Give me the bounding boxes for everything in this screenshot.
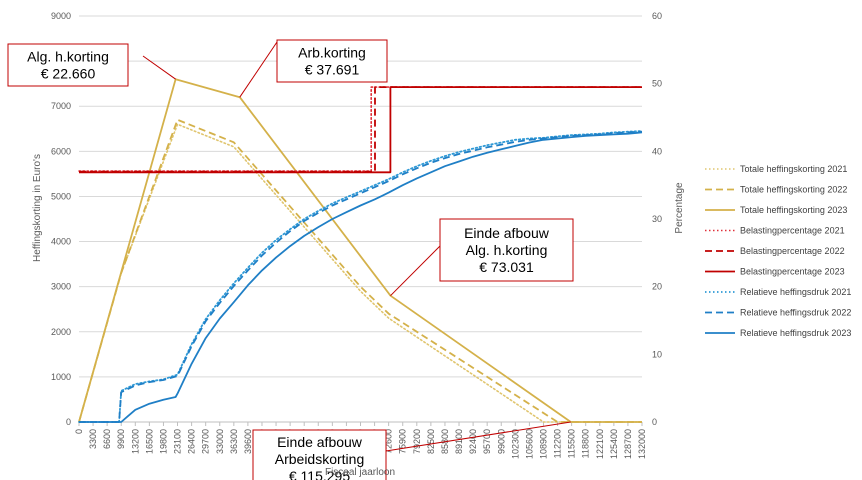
x-tick-label: 132000 [637, 429, 647, 459]
series-lines [78, 78, 643, 423]
callout-box [7, 43, 129, 87]
legend-label: Totale heffingskorting 2022 [740, 185, 847, 195]
x-tick-label: 75900 [398, 429, 408, 454]
callout-alg-h-korting: Alg. h.korting€ 22.660 [7, 43, 176, 87]
x-tick-label: 128700 [623, 429, 633, 459]
x-tick-label: 3300 [88, 429, 98, 449]
left-tick-label: 5000 [51, 191, 71, 201]
x-tick-label: 13200 [130, 429, 140, 454]
callout-text: Arbeidskorting [275, 451, 365, 467]
legend: Totale heffingskorting 2021 Totale heffin… [705, 164, 851, 338]
legend-label: Belastingpercentage 2023 [740, 267, 845, 277]
x-tick-label: 19800 [158, 429, 168, 454]
x-tick-label: 26400 [187, 429, 197, 454]
x-tick-label: 125400 [609, 429, 619, 459]
right-tick-label: 50 [652, 79, 662, 89]
x-tick-label: 89100 [454, 429, 464, 454]
callout-text: € 22.660 [41, 66, 96, 82]
x-tick-label: 82500 [426, 429, 436, 454]
left-tick-label: 1000 [51, 372, 71, 382]
callout-text: Alg. h.korting [27, 49, 109, 65]
x-tick-label: 23100 [173, 429, 183, 454]
right-axis-ticks: 0 10 20 30 40 50 60 [652, 11, 662, 427]
right-tick-label: 20 [652, 282, 662, 292]
left-tick-label: 9000 [51, 11, 71, 21]
left-tick-label: 6000 [51, 146, 71, 156]
callout-text: Arb.korting [298, 45, 366, 61]
callout-text: € 37.691 [305, 62, 360, 78]
x-tick-label: 6600 [102, 429, 112, 449]
x-tick-label: 36300 [229, 429, 239, 454]
callout-leader-line [142, 55, 176, 80]
left-tick-label: 7000 [51, 101, 71, 111]
legend-label: Belastingpercentage 2021 [740, 226, 845, 236]
x-tick-label: 118800 [581, 429, 591, 458]
left-tick-label: 3000 [51, 282, 71, 292]
right-tick-label: 40 [652, 146, 662, 156]
series-9-line [79, 131, 643, 423]
legend-label: Totale heffingskorting 2023 [740, 205, 847, 215]
legend-label: Belastingpercentage 2022 [740, 246, 845, 256]
series-3-line [78, 78, 642, 423]
legend-label: Relatieve heffingsdruk 2022 [740, 308, 851, 318]
right-tick-label: 30 [652, 214, 662, 224]
callout-text: Einde afbouw [277, 434, 363, 450]
callout-arb-korting: Arb.korting€ 37.691 [239, 39, 388, 98]
x-tick-label: 72600 [384, 429, 394, 454]
left-tick-label: 4000 [51, 237, 71, 247]
legend-label: Relatieve heffingsdruk 2023 [740, 328, 851, 338]
callout-text: Einde afbouw [464, 225, 550, 241]
callout-box [276, 39, 388, 83]
callout-text: € 115.295 [289, 468, 350, 480]
legend-label: Relatieve heffingsdruk 2021 [740, 287, 851, 297]
x-tick-label: 105600 [524, 429, 534, 459]
callout-leader-line [390, 245, 441, 297]
callout-box [439, 218, 574, 282]
x-tick-label: 115500 [567, 429, 577, 458]
x-tick-label: 112200 [553, 429, 563, 458]
left-tick-label: 2000 [51, 327, 71, 337]
x-tick-label: 16500 [144, 429, 154, 454]
x-tick-label: 0 [74, 429, 84, 434]
series-8-line [79, 130, 643, 423]
left-tick-label: 0 [66, 417, 71, 427]
callout-text: Alg. h.korting [466, 242, 548, 258]
series-2-line [78, 118, 642, 423]
x-tick-label: 9900 [116, 429, 126, 449]
x-tick-label: 92400 [468, 429, 478, 454]
left-axis-title: Heffingskorting in Euro's [32, 154, 43, 262]
series-7-line [78, 130, 643, 423]
x-tick-label: 122100 [595, 429, 605, 459]
callout-leader-line [239, 41, 278, 98]
legend-label: Totale heffingskorting 2021 [740, 164, 847, 174]
callout-text: € 73.031 [479, 259, 534, 275]
x-tick-label: 79200 [412, 429, 422, 454]
right-tick-label: 60 [652, 11, 662, 21]
x-axis-title: Fiscaal jaarloon [325, 467, 395, 478]
right-tick-label: 0 [652, 417, 657, 427]
right-tick-label: 10 [652, 349, 662, 359]
right-axis-title: Percentage [674, 182, 685, 234]
x-tick-label: 29700 [201, 429, 211, 454]
callout-leader-line [385, 421, 571, 452]
series-6-line [79, 86, 642, 174]
x-tick-label: 108900 [538, 429, 548, 459]
x-tick-label: 95700 [482, 429, 492, 454]
x-tick-label: 102300 [510, 429, 520, 459]
x-tick-label: 39600 [243, 429, 253, 454]
callout-box [252, 429, 387, 480]
x-tick-label: 33000 [215, 429, 225, 454]
x-tick-label: 99000 [496, 429, 506, 454]
